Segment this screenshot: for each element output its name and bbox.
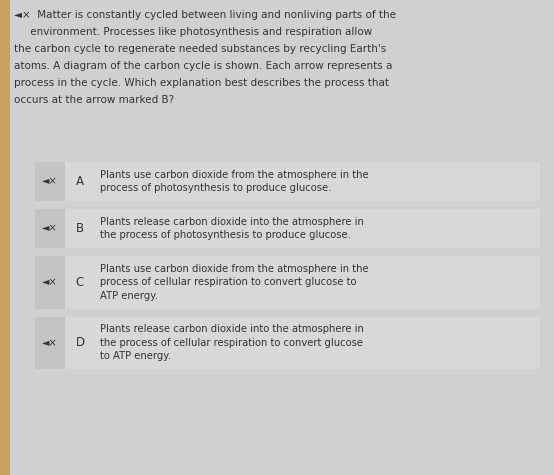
Text: A: A (76, 175, 84, 188)
Text: ◄×: ◄× (42, 338, 58, 348)
Bar (35, 209, 65, 248)
Bar (65, 162, 540, 201)
Bar (65, 316, 540, 369)
Text: environment. Processes like photosynthesis and respiration allow: environment. Processes like photosynthes… (14, 27, 372, 37)
Text: process in the cycle. Which explanation best describes the process that: process in the cycle. Which explanation … (14, 78, 389, 88)
Text: atoms. A diagram of the carbon cycle is shown. Each arrow represents a: atoms. A diagram of the carbon cycle is … (14, 61, 392, 71)
Bar (35, 162, 65, 201)
Text: Plants use carbon dioxide from the atmosphere in the
process of photosynthesis t: Plants use carbon dioxide from the atmos… (100, 170, 368, 193)
Text: B: B (76, 222, 84, 235)
Text: occurs at the arrow marked B?: occurs at the arrow marked B? (14, 95, 174, 105)
Text: Plants use carbon dioxide from the atmosphere in the
process of cellular respira: Plants use carbon dioxide from the atmos… (100, 264, 368, 301)
Text: ◄×: ◄× (42, 277, 58, 287)
Bar (35, 256, 65, 308)
Bar (35, 316, 65, 369)
Text: ◄×: ◄× (42, 224, 58, 234)
Text: Plants release carbon dioxide into the atmosphere in
the process of cellular res: Plants release carbon dioxide into the a… (100, 324, 364, 361)
Bar (65, 209, 540, 248)
Text: C: C (76, 276, 84, 289)
Text: Plants release carbon dioxide into the atmosphere in
the process of photosynthes: Plants release carbon dioxide into the a… (100, 217, 364, 240)
Text: ◄×  Matter is constantly cycled between living and nonliving parts of the: ◄× Matter is constantly cycled between l… (14, 10, 396, 20)
Text: the carbon cycle to regenerate needed substances by recycling Earth's: the carbon cycle to regenerate needed su… (14, 44, 386, 54)
Bar (65, 256, 540, 308)
Text: D: D (75, 336, 85, 349)
Bar (0, 0, 10, 475)
Text: ◄×: ◄× (42, 177, 58, 187)
